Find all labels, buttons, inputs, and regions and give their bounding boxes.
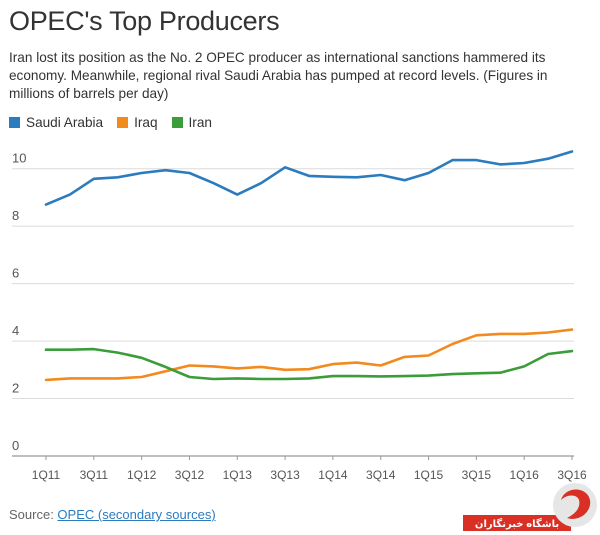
x-tick-label-3Q15: 3Q15 xyxy=(462,468,492,482)
source-line: Source: OPEC (secondary sources) xyxy=(9,507,216,522)
y-tick-label-4: 4 xyxy=(12,323,19,338)
chart-title: OPEC's Top Producers xyxy=(9,6,280,36)
y-tick-label-0: 0 xyxy=(12,438,19,453)
x-tick-label-1Q13: 1Q13 xyxy=(223,468,253,482)
x-tick-label-1Q15: 1Q15 xyxy=(414,468,444,482)
y-tick-label-10: 10 xyxy=(12,151,26,166)
x-tick-label-1Q14: 1Q14 xyxy=(318,468,348,482)
legend-label-iran: Iran xyxy=(188,115,212,130)
legend-swatch-saudi-arabia xyxy=(9,117,20,128)
x-tick-label-1Q12: 1Q12 xyxy=(127,468,157,482)
x-tick-label-3Q11: 3Q11 xyxy=(80,468,109,482)
x-tick-label-3Q16: 3Q16 xyxy=(557,468,587,482)
x-tick-label-3Q13: 3Q13 xyxy=(270,468,300,482)
series-line-iran xyxy=(44,347,574,381)
line-chart: 0 2 4 6 8 10 1Q11 3Q11 1Q12 3Q12 1Q13 3Q13 1Q14 3Q14 1… xyxy=(12,150,587,482)
x-tick-label-3Q14: 3Q14 xyxy=(366,468,396,482)
legend-item-iran: Iran xyxy=(171,115,212,130)
watermark-text: باشگاه خبرنگاران xyxy=(475,517,559,530)
x-tick-label-1Q11: 1Q11 xyxy=(32,468,61,482)
chart-legend: Saudi Arabia Iraq Iran xyxy=(9,115,212,130)
legend-item-iraq: Iraq xyxy=(117,115,158,130)
series-line-saudi-arabia xyxy=(44,150,574,206)
y-tick-label-6: 6 xyxy=(12,266,19,281)
legend-swatch-iraq xyxy=(117,117,129,128)
series-line-iraq xyxy=(44,328,574,382)
legend-label-iraq: Iraq xyxy=(134,115,158,130)
legend-label-saudi-arabia: Saudi Arabia xyxy=(26,115,104,130)
watermark-logo: باشگاه خبرنگاران xyxy=(463,483,597,531)
x-tick-label-1Q16: 1Q16 xyxy=(510,468,540,482)
legend-swatch-iran xyxy=(171,117,183,128)
watermark-swoosh xyxy=(561,489,591,519)
source-prefix: Source: xyxy=(9,507,58,522)
x-tick-label-3Q12: 3Q12 xyxy=(175,468,205,482)
source-link[interactable]: OPEC (secondary sources) xyxy=(57,507,216,522)
legend-item-saudi-arabia: Saudi Arabia xyxy=(9,115,103,130)
y-tick-label-8: 8 xyxy=(12,208,19,223)
y-tick-label-2: 2 xyxy=(12,381,19,396)
watermark-banner xyxy=(463,515,571,531)
chart-subtitle: Iran lost its position as the No. 2 OPEC… xyxy=(9,50,548,101)
